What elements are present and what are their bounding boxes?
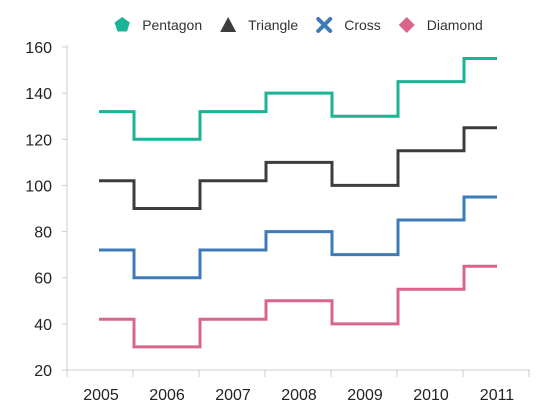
series-line-pentagon	[99, 57, 497, 141]
x-tick-label: 2009	[347, 387, 383, 404]
x-tick-label: 2011	[480, 387, 515, 404]
legend-label: Cross	[344, 17, 381, 33]
series-layer	[99, 57, 497, 349]
y-tick-label: 120	[25, 132, 52, 149]
legend-label: Pentagon	[142, 17, 202, 33]
series-line-diamond	[99, 264, 497, 349]
y-tick-label: 100	[25, 178, 52, 195]
cross-icon	[316, 17, 333, 33]
x-tick-label: 2005	[83, 387, 119, 404]
legend-label: Triangle	[248, 17, 298, 33]
diamond-icon	[398, 17, 415, 33]
y-tick-label: 160	[25, 40, 52, 57]
y-tick-label: 40	[34, 317, 52, 334]
series-line-triangle	[99, 126, 497, 210]
legend-label: Diamond	[427, 17, 483, 33]
legend: Pentagon Triangle Cross Diamond	[114, 17, 483, 33]
series-line-cross	[99, 195, 497, 280]
x-tick-label: 2008	[281, 387, 317, 404]
triangle-icon	[220, 17, 237, 32]
x-tick-label: 2006	[149, 387, 185, 404]
x-tick-label: 2007	[215, 387, 251, 404]
axes: 20 40 60 80 100 120 140 160 2005 2006 2007 2008 2009…	[25, 40, 530, 404]
legend-item-diamond[interactable]: Diamond	[398, 17, 483, 33]
legend-item-triangle[interactable]: Triangle	[220, 17, 298, 33]
legend-item-cross[interactable]: Cross	[316, 17, 381, 33]
x-tick-label: 2010	[413, 387, 449, 404]
y-tick-label: 20	[34, 363, 52, 380]
y-tick-label: 60	[34, 271, 52, 288]
y-tick-label: 140	[25, 86, 52, 103]
pentagon-icon	[114, 17, 130, 32]
y-tick-label: 80	[34, 225, 52, 242]
legend-item-pentagon[interactable]: Pentagon	[114, 17, 203, 33]
